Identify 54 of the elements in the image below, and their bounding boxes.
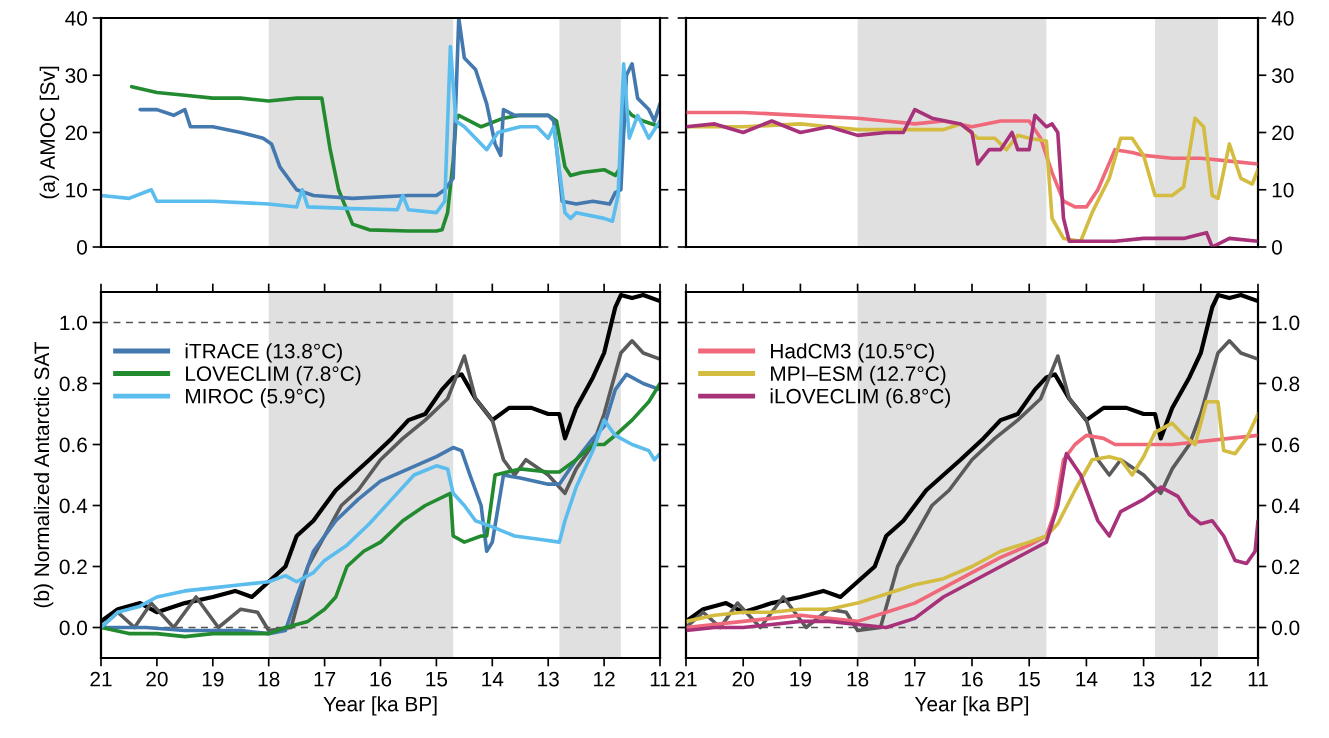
y2-tick-label: 0.8: [1272, 376, 1300, 392]
legend-label: LOVECLIM (7.8°C): [186, 365, 361, 386]
y-tick-label: 30: [65, 68, 87, 83]
y-tick-label: 0: [77, 240, 87, 255]
y-tick-label: 0.4: [59, 498, 88, 514]
x-tick-label: 16: [370, 671, 392, 687]
x-tick-label: 20: [146, 671, 168, 687]
y2-tick-label: 0.4: [1272, 498, 1300, 514]
x-tick-label: 19: [790, 671, 811, 687]
y2-tick-label: 0.6: [1272, 437, 1300, 453]
x-tick-label: 12: [1190, 671, 1212, 687]
y2-tick-label: 30: [1271, 68, 1294, 83]
legend-label: HadCM3 (10.5°C): [771, 343, 934, 363]
x-tick-label: 16: [962, 671, 983, 687]
y2-tick-label: 0: [1272, 240, 1282, 255]
x-tick-label: 11: [650, 671, 670, 687]
x-tick-label: 17: [904, 671, 926, 687]
x-tick-label: 13: [538, 671, 559, 687]
y2-tick-label: 20: [1272, 125, 1294, 141]
y-tick-label: 40: [65, 11, 87, 26]
x-tick-label: 14: [482, 671, 504, 687]
x-axis-title: Year [ka BP]: [323, 696, 437, 716]
y2-tick-label: 1.0: [1272, 315, 1300, 331]
y2-tick-label: 40: [1271, 11, 1294, 26]
y2-tick-label: 0.2: [1272, 559, 1300, 575]
x-tick-label: 13: [1133, 671, 1155, 687]
y2-tick-label: 0.0: [1272, 620, 1300, 636]
y-tick-label: 20: [65, 125, 87, 141]
y2-tick-label: 10: [1272, 182, 1294, 198]
x-tick-label: 15: [426, 671, 448, 687]
y-tick-label: 0.8: [59, 376, 87, 392]
y-axis-title: (a) AMOC [Sv]: [39, 66, 60, 199]
y-axis-title: (b) Normalized Antarctic SAT: [33, 341, 54, 608]
legend-label: iLOVECLIM (6.8°C): [770, 388, 951, 408]
x-tick-label: 19: [202, 671, 224, 687]
y-tick-label: 1.0: [60, 315, 87, 331]
legend-label: MIROC (5.9°C): [186, 388, 325, 408]
y-tick-label: 0.0: [59, 620, 87, 636]
x-tick-label: 17: [314, 671, 336, 687]
x-tick-label: 21: [90, 671, 112, 687]
y-tick-label: 0.6: [59, 437, 87, 453]
x-tick-label: 12: [594, 671, 615, 687]
x-tick-label: 14: [1076, 671, 1098, 687]
x-tick-label: 15: [1019, 671, 1040, 687]
y-tick-label: 10: [66, 182, 87, 198]
x-tick-label: 20: [732, 671, 754, 687]
x-tick-label: 18: [847, 671, 869, 687]
x-tick-label: 18: [258, 671, 280, 687]
y-tick-label: 0.2: [59, 559, 87, 575]
legend-label: iTRACE (13.8°C): [185, 343, 342, 363]
x-tick-label: 11: [1248, 671, 1268, 687]
x-axis-title: Year [ka BP]: [914, 696, 1029, 716]
x-tick-label: 21: [675, 671, 697, 687]
legend-label: MPI‒ESM (12.7°C): [771, 365, 946, 386]
